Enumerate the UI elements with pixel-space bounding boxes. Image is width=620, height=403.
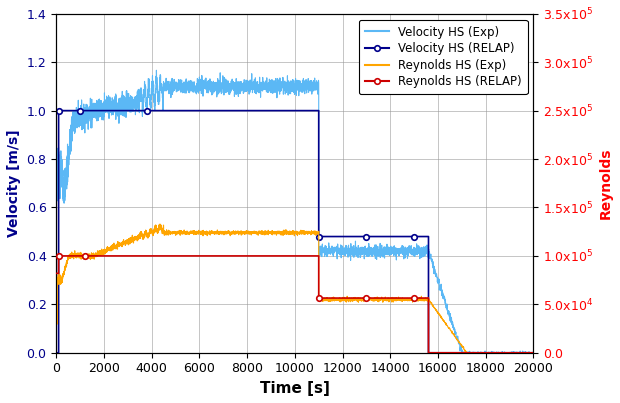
- Reynolds HS (RELAP): [315, 253, 322, 258]
- Velocity HS (RELAP): [55, 350, 63, 355]
- Reynolds HS (Exp): [53, 278, 60, 283]
- Reynolds HS (Exp): [504, 351, 511, 355]
- Velocity HS (Exp): [153, 68, 160, 73]
- Reynolds HS (RELAP): [55, 271, 63, 276]
- Reynolds HS (RELAP): [425, 350, 432, 355]
- Reynolds HS (Exp): [486, 350, 494, 355]
- Reynolds HS (Exp): [156, 222, 164, 226]
- Velocity HS (RELAP): [76, 108, 84, 113]
- Velocity HS (Exp): [222, 83, 229, 87]
- Y-axis label: Velocity [m/s]: Velocity [m/s]: [7, 129, 21, 237]
- Velocity HS (Exp): [384, 248, 391, 253]
- Reynolds HS (RELAP): [55, 253, 63, 258]
- Reynolds HS (RELAP): [53, 271, 60, 276]
- Line: Velocity HS (RELAP): Velocity HS (RELAP): [56, 110, 533, 353]
- Velocity HS (RELAP): [143, 108, 151, 113]
- Velocity HS (RELAP): [55, 108, 63, 113]
- Reynolds HS (Exp): [529, 350, 537, 355]
- Reynolds HS (Exp): [138, 232, 145, 237]
- Velocity HS (RELAP): [76, 108, 84, 113]
- Velocity HS (Exp): [529, 349, 537, 354]
- Line: Velocity HS (Exp): Velocity HS (Exp): [56, 70, 533, 355]
- Velocity HS (Exp): [263, 89, 270, 94]
- Velocity HS (Exp): [64, 142, 71, 147]
- Velocity HS (RELAP): [53, 350, 60, 355]
- Velocity HS (RELAP): [315, 108, 322, 113]
- Velocity HS (RELAP): [425, 350, 432, 355]
- Reynolds HS (RELAP): [81, 253, 89, 258]
- Velocity HS (RELAP): [425, 234, 432, 239]
- Velocity HS (RELAP): [143, 108, 151, 113]
- Velocity HS (RELAP): [315, 234, 322, 239]
- Reynolds HS (Exp): [53, 350, 60, 355]
- Reynolds HS (Exp): [257, 232, 265, 237]
- Line: Reynolds HS (RELAP): Reynolds HS (RELAP): [56, 256, 533, 353]
- Reynolds HS (RELAP): [410, 296, 418, 301]
- X-axis label: Time [s]: Time [s]: [260, 381, 330, 396]
- Velocity HS (Exp): [53, 350, 60, 355]
- Velocity HS (RELAP): [363, 234, 370, 239]
- Reynolds HS (RELAP): [315, 296, 322, 301]
- Velocity HS (RELAP): [529, 350, 537, 355]
- Y-axis label: Reynolds: Reynolds: [599, 147, 613, 219]
- Reynolds HS (Exp): [383, 299, 390, 303]
- Velocity HS (Exp): [368, 246, 376, 251]
- Velocity HS (Exp): [96, 98, 104, 103]
- Legend: Velocity HS (Exp), Velocity HS (RELAP), Reynolds HS (Exp), Reynolds HS (RELAP): Velocity HS (Exp), Velocity HS (RELAP), …: [359, 20, 528, 94]
- Reynolds HS (RELAP): [425, 296, 432, 301]
- Line: Reynolds HS (Exp): Reynolds HS (Exp): [56, 224, 533, 353]
- Reynolds HS (RELAP): [363, 296, 370, 301]
- Reynolds HS (Exp): [408, 296, 415, 301]
- Velocity HS (RELAP): [410, 234, 418, 239]
- Velocity HS (Exp): [507, 353, 515, 358]
- Reynolds HS (RELAP): [81, 253, 89, 258]
- Reynolds HS (RELAP): [529, 350, 537, 355]
